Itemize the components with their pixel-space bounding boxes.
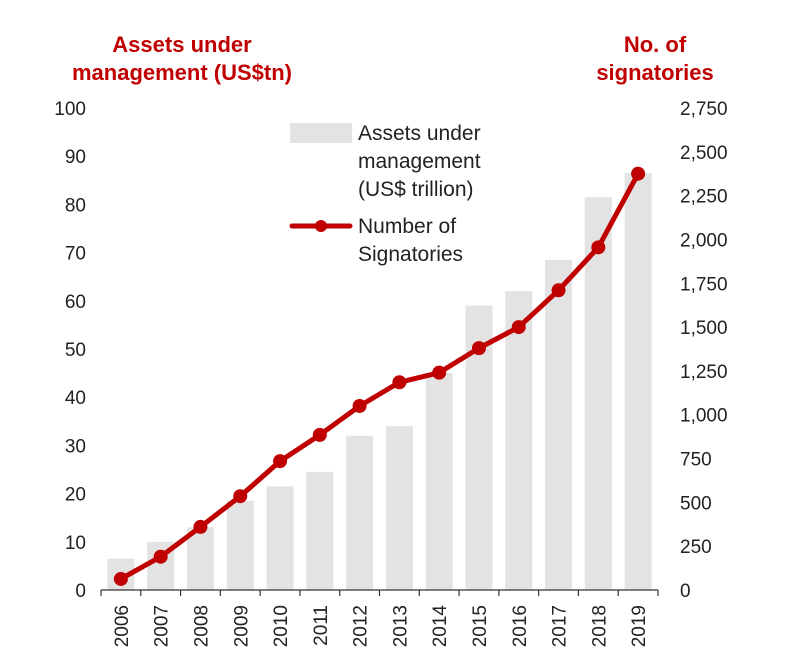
x-tick-label-2011: 2011 (311, 605, 332, 646)
signatories-line (118, 171, 641, 582)
left-tick-label: 10 (65, 533, 86, 554)
signatories-point-2010 (273, 454, 288, 469)
left-tick-label: 20 (65, 485, 86, 506)
right-tick-label: 250 (680, 537, 712, 558)
x-tick-label-2007: 2007 (152, 605, 173, 647)
bar-2019 (624, 173, 652, 590)
x-tick-label-2010: 2010 (271, 605, 292, 647)
right-tick-label: 1,750 (680, 274, 728, 295)
legend-bar-swatch (290, 123, 352, 143)
x-tick-label-2015: 2015 (470, 605, 491, 647)
right-tick-label: 750 (680, 450, 712, 471)
bar-2018 (584, 197, 612, 591)
left-tick-label: 90 (65, 147, 86, 168)
signatories-point-2012 (352, 398, 367, 413)
legend-line-label-line2: Signatories (358, 243, 463, 266)
left-tick-label: 30 (65, 436, 86, 457)
bar-2016 (505, 291, 533, 590)
right-tick-label: 0 (680, 581, 691, 602)
signatories-point-2011 (312, 427, 327, 442)
x-axis-ticks: 2006 2007 2008 2009 2010 2011 2012 2013 2014 2015… (112, 605, 650, 648)
right-tick-label: 1,500 (680, 318, 728, 339)
right-tick-label: 1,000 (680, 406, 728, 427)
right-tick-label: 2,500 (680, 143, 728, 164)
right-tick-label: 1,250 (680, 362, 728, 383)
line-series (113, 166, 646, 586)
signatories-point-2007 (153, 549, 168, 564)
legend-bar-label-line2: management (358, 150, 481, 173)
left-tick-label: 100 (54, 99, 86, 120)
bar-2011 (306, 471, 334, 590)
legend-line-label-line1: Number of (358, 215, 456, 238)
signatories-point-2019 (631, 166, 646, 181)
left-tick-label: 50 (65, 340, 86, 361)
left-tick-label: 80 (65, 195, 86, 216)
bar-2013 (385, 426, 413, 590)
left-axis-title-line2: management (US$tn) (72, 60, 292, 85)
bar-2017 (545, 259, 573, 590)
signatories-point-2017 (551, 283, 566, 298)
axes (100, 589, 659, 596)
legend-line-marker (315, 220, 327, 232)
legend-bar-label-line3: (US$ trillion) (358, 178, 474, 201)
right-axis-ticks: 0 250 500 750 1,000 1,250 1,500 1,750 2,000 2,250… (680, 99, 728, 602)
bar-2010 (266, 486, 294, 590)
signatories-point-2013 (392, 375, 407, 390)
right-tick-label: 500 (680, 493, 712, 514)
left-tick-label: 60 (65, 292, 86, 313)
legend: Assets under management (US$ trillion) N… (289, 122, 481, 266)
signatories-point-2016 (511, 320, 526, 335)
bar-series (107, 173, 652, 591)
x-tick-label-2018: 2018 (589, 605, 610, 647)
signatories-point-2018 (591, 240, 606, 255)
x-tick-label-2013: 2013 (390, 605, 411, 647)
bar-2008 (186, 527, 214, 590)
bar-2009 (226, 500, 254, 590)
x-tick-label-2008: 2008 (191, 605, 212, 647)
signatories-point-2008 (193, 519, 208, 534)
left-tick-label: 70 (65, 244, 86, 265)
bar-2012 (346, 435, 374, 590)
right-axis-title-line1: No. of (624, 32, 687, 57)
signatories-point-2009 (233, 489, 248, 504)
right-tick-label: 2,250 (680, 187, 728, 208)
x-tick-label-2006: 2006 (112, 605, 133, 647)
signatories-point-2006 (113, 571, 128, 586)
x-tick-label-2019: 2019 (629, 605, 650, 647)
signatories-point-2014 (432, 365, 447, 380)
left-tick-label: 40 (65, 388, 86, 409)
right-axis-title-line2: signatories (596, 60, 713, 85)
x-tick-label-2009: 2009 (231, 605, 252, 647)
right-tick-label: 2,750 (680, 99, 728, 120)
x-tick-label-2014: 2014 (430, 605, 451, 648)
x-tick-label-2017: 2017 (550, 605, 571, 647)
right-tick-label: 2,000 (680, 230, 728, 251)
signatories-point-2015 (471, 341, 486, 356)
bar-2014 (425, 373, 453, 590)
left-axis-title-line1: Assets under (112, 32, 252, 57)
x-tick-label-2016: 2016 (510, 605, 531, 647)
x-tick-label-2012: 2012 (351, 605, 372, 647)
left-axis-ticks: 0 10 20 30 40 50 60 70 80 90 100 (54, 99, 86, 602)
legend-bar-label-line1: Assets under (358, 122, 481, 145)
left-tick-label: 0 (75, 581, 86, 602)
